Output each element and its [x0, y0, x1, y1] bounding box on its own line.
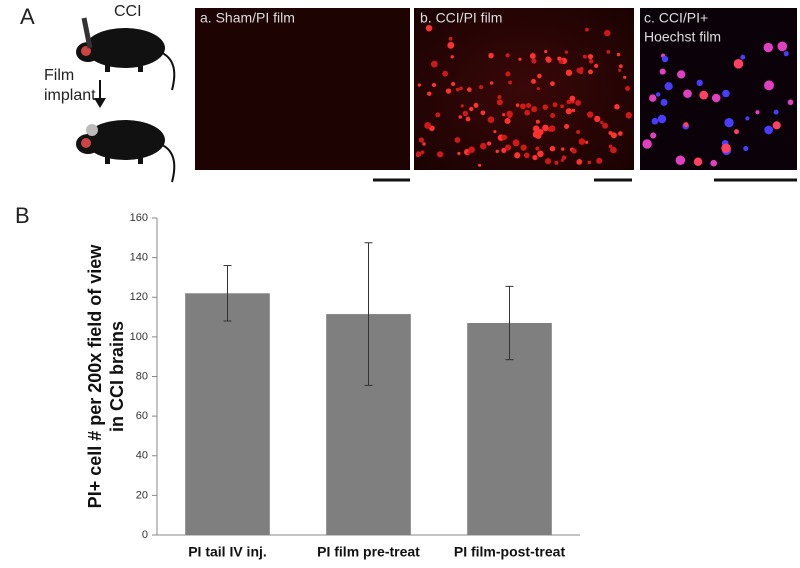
image-title: Hoechst film — [644, 29, 721, 45]
bar — [185, 293, 270, 535]
y-axis-label: in CCI brains — [107, 321, 127, 432]
y-tick-label: 60 — [136, 410, 148, 422]
y-tick-label: 0 — [142, 529, 148, 541]
mouse-illustration — [76, 17, 176, 183]
y-tick-label: 100 — [130, 331, 148, 343]
x-tick-label: PI film-post-treat — [454, 544, 566, 560]
cell-dots — [415, 24, 794, 167]
y-tick-label: 140 — [130, 252, 148, 264]
image-title: c. CCI/PI+ — [644, 10, 708, 26]
mouse-label: CCI — [114, 3, 142, 20]
bar-chart: 0 20 40 60 80 100 120 140 160 PI+ cell # per 200x… — [85, 212, 580, 560]
x-tick-label: PI tail IV inj. — [188, 544, 267, 560]
x-tick-label: PI film pre-treat — [317, 544, 420, 560]
y-axis-label: PI+ cell # per 200x field of view — [85, 244, 105, 509]
y-tick-label: 120 — [130, 291, 148, 303]
y-tick-label: 80 — [136, 370, 148, 382]
image-title: b. CCI/PI film — [420, 10, 502, 26]
micrograph — [414, 8, 634, 170]
image-title: a. Sham/PI film — [200, 10, 295, 26]
micrograph — [195, 8, 410, 170]
y-tick-label: 160 — [130, 212, 148, 224]
panel-label: A — [20, 4, 35, 29]
panel-label: B — [15, 203, 30, 228]
y-tick-label: 20 — [136, 489, 148, 501]
mouse-label: Film — [44, 67, 74, 84]
mouse-label: implant — [44, 87, 96, 104]
y-tick-label: 40 — [136, 450, 148, 462]
